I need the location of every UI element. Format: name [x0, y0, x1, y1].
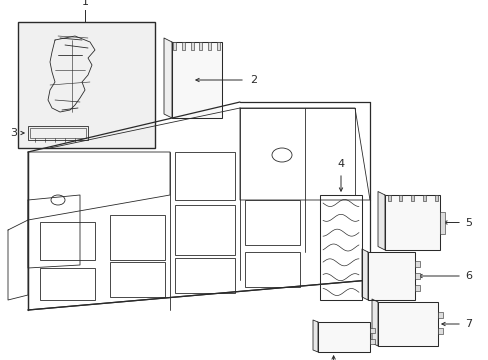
- Bar: [175, 152, 235, 200]
- Bar: [319, 195, 361, 300]
- Bar: [208, 42, 211, 50]
- Bar: [217, 42, 220, 50]
- Bar: [28, 126, 88, 140]
- Text: 5: 5: [464, 217, 471, 228]
- Bar: [369, 338, 374, 343]
- Polygon shape: [312, 320, 317, 352]
- Bar: [317, 322, 369, 352]
- Bar: [384, 195, 439, 250]
- Bar: [369, 328, 374, 333]
- Bar: [437, 312, 442, 318]
- Bar: [40, 222, 95, 260]
- Bar: [190, 42, 193, 50]
- Polygon shape: [377, 192, 384, 250]
- Bar: [175, 205, 235, 255]
- Bar: [437, 328, 442, 334]
- Text: 1: 1: [81, 0, 88, 7]
- Bar: [410, 195, 413, 201]
- Text: 2: 2: [249, 75, 257, 85]
- Bar: [386, 195, 390, 201]
- Bar: [367, 252, 414, 300]
- Bar: [422, 195, 425, 201]
- Text: 6: 6: [464, 271, 471, 281]
- Bar: [30, 128, 86, 138]
- Bar: [172, 42, 222, 118]
- Bar: [414, 261, 419, 267]
- Bar: [199, 42, 202, 50]
- Text: 4: 4: [337, 159, 344, 169]
- Bar: [18, 22, 155, 148]
- Bar: [377, 302, 437, 346]
- Bar: [175, 258, 235, 293]
- Bar: [434, 195, 437, 201]
- Bar: [244, 200, 299, 245]
- Text: 3: 3: [10, 128, 18, 138]
- Bar: [244, 252, 299, 287]
- Bar: [414, 273, 419, 279]
- Polygon shape: [361, 249, 367, 300]
- Polygon shape: [163, 38, 172, 118]
- Bar: [40, 268, 95, 300]
- Text: 7: 7: [464, 319, 471, 329]
- Bar: [439, 211, 444, 234]
- Bar: [182, 42, 184, 50]
- Bar: [110, 262, 164, 297]
- Bar: [398, 195, 402, 201]
- Bar: [414, 285, 419, 291]
- Polygon shape: [371, 299, 377, 346]
- Bar: [173, 42, 176, 50]
- Bar: [110, 215, 164, 260]
